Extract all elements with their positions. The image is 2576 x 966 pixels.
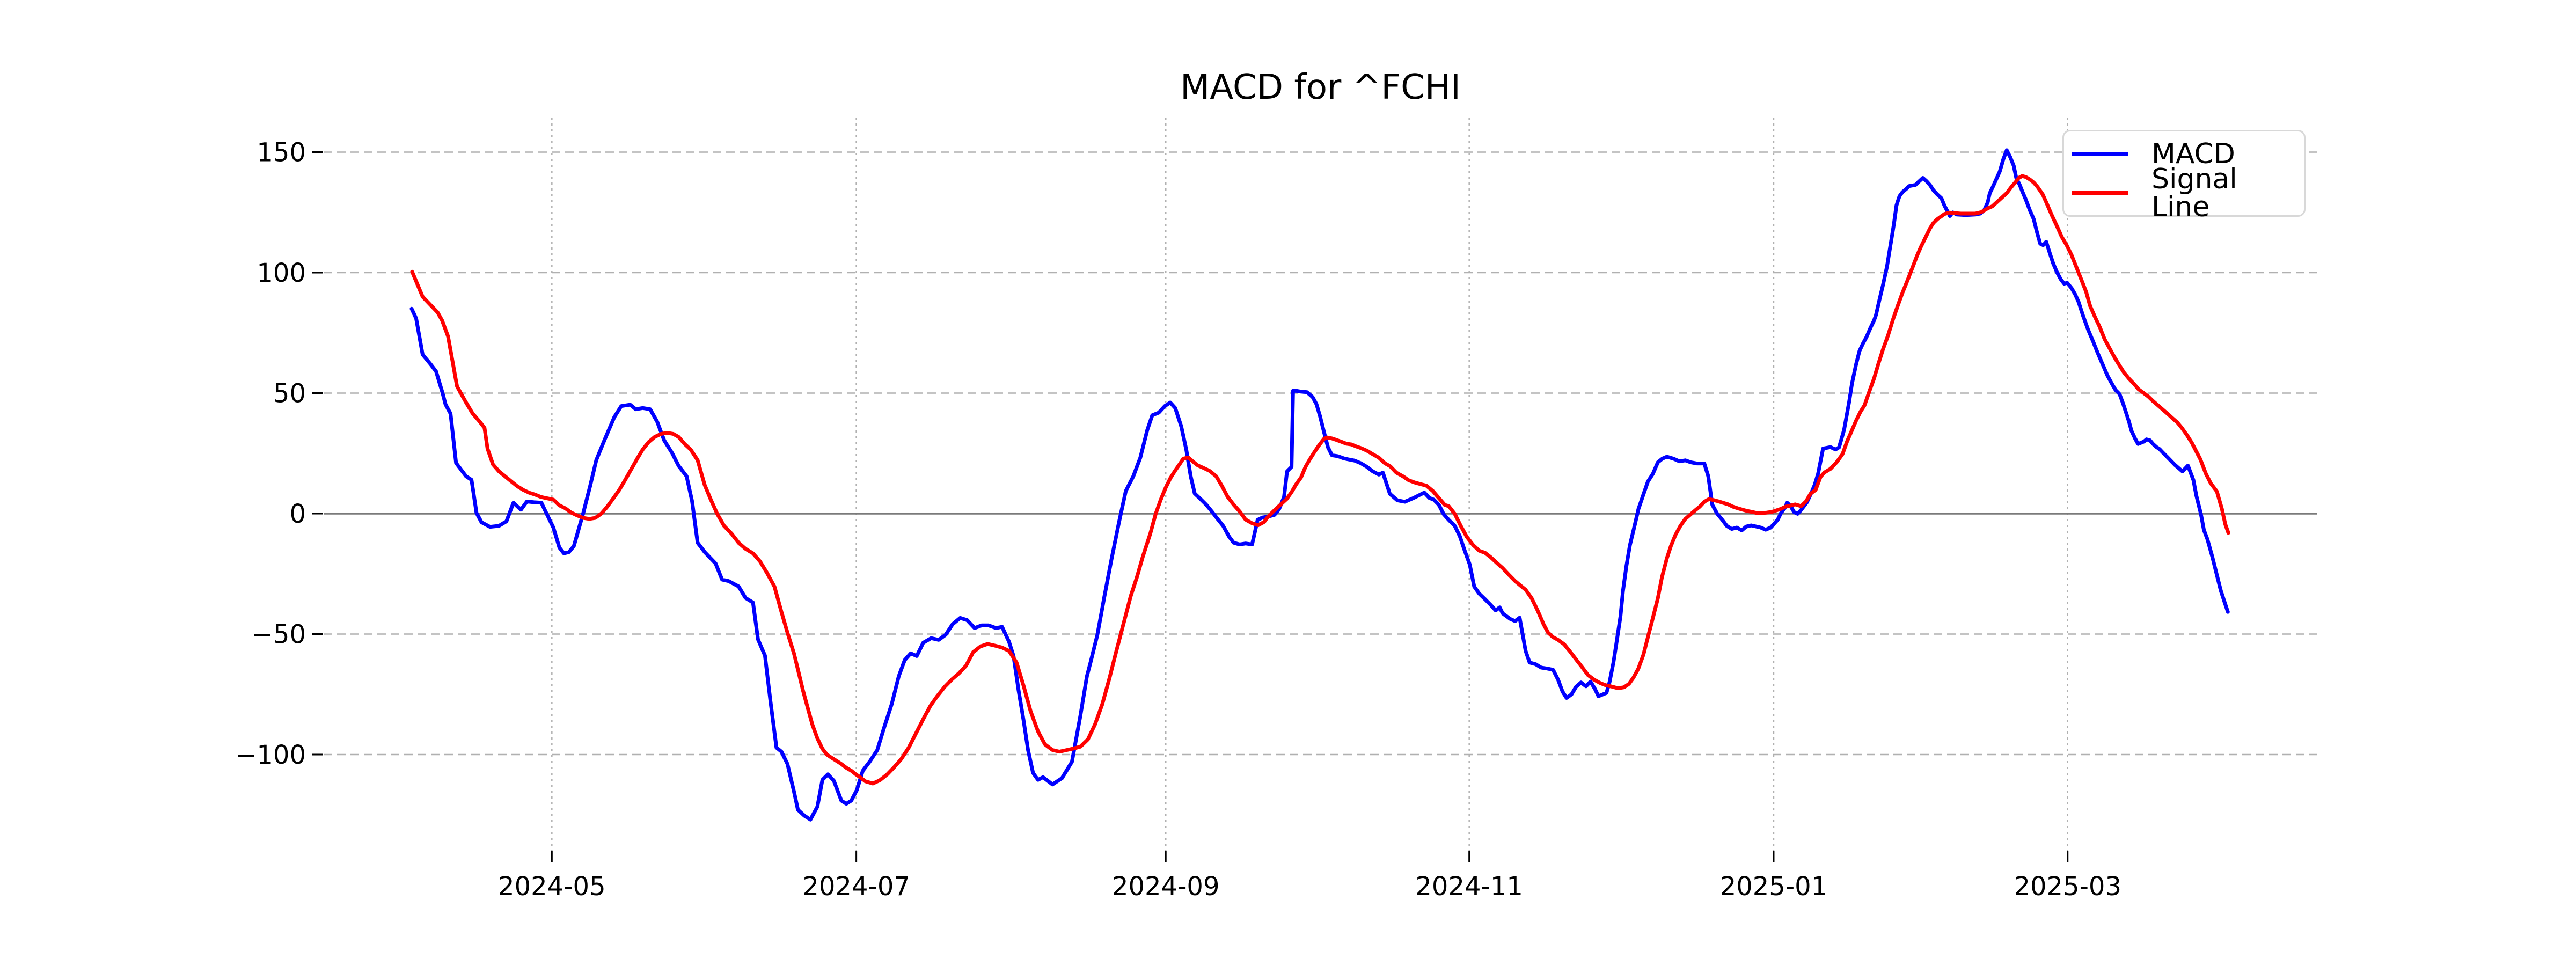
legend-entry-signal: Signal Line: [2064, 165, 2304, 221]
macd-line-sample-icon: [2072, 152, 2128, 156]
signal-line-sample-icon: [2072, 191, 2128, 195]
y-tick-label: 100: [257, 258, 306, 288]
legend-entry-macd: MACD: [2064, 134, 2304, 173]
macd-line: [409, 148, 2230, 822]
x-tick-label: 2024-07: [802, 872, 910, 902]
legend: MACD Signal Line: [2062, 130, 2306, 221]
x-tick-label: 2025-03: [2014, 872, 2121, 902]
legend-label-macd: MACD: [2151, 137, 2235, 170]
y-tick-label: 150: [257, 138, 306, 168]
x-tick-label: 2025-01: [1720, 872, 1828, 902]
y-tick-label: 50: [273, 379, 306, 409]
x-tick-label: 2024-11: [1415, 872, 1523, 902]
chart-title: MACD for ^FCHI: [1180, 68, 1461, 107]
y-tick-label: −100: [235, 740, 306, 770]
x-tick-label: 2024-05: [498, 872, 606, 902]
y-tick-label: −50: [252, 620, 306, 650]
y-tick-label: 0: [289, 499, 306, 529]
signal-line: [410, 174, 2230, 786]
legend-label-signal: Signal Line: [2151, 163, 2237, 223]
x-tick-label: 2024-09: [1112, 872, 1220, 902]
